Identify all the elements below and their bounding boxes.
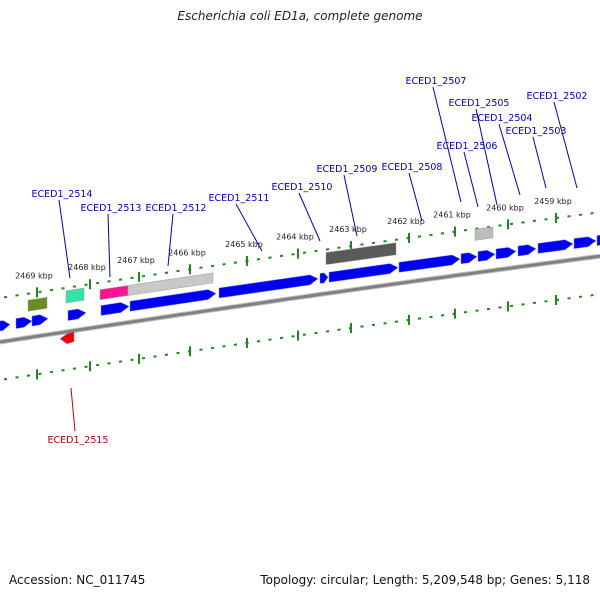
topology-label: Topology: circular; Length: 5,209,548 bp… <box>260 573 590 587</box>
gene-label-line <box>70 387 76 432</box>
gene-arrow-forward <box>100 302 130 316</box>
gene-arrow-forward <box>15 317 33 329</box>
gene-label-line <box>498 123 521 196</box>
gene-label-line <box>298 192 321 242</box>
scale-tick-label: 2469 kbp <box>15 271 53 280</box>
accession-label: Accession: NC_011745 <box>9 573 146 587</box>
gene-label: ECED1_2504 <box>472 113 533 124</box>
gene-arrow-forward <box>129 289 217 312</box>
gene-arrow-forward <box>328 263 399 283</box>
scale-tick-label: 2462 kbp <box>387 217 425 226</box>
feature-olive <box>27 297 48 312</box>
gene-label: ECED1_2513 <box>81 203 142 214</box>
feature-grey-light <box>127 272 214 296</box>
gene-arrow-forward <box>31 314 49 327</box>
genome-backbone <box>0 253 600 345</box>
gene-label: ECED1_2515 <box>48 435 109 446</box>
scale-tick-label: 2459 kbp <box>534 197 572 206</box>
gene-label: ECED1_2509 <box>317 164 378 175</box>
gene-arrow-reverse <box>59 331 75 345</box>
gene-track <box>0 234 600 345</box>
gene-arrow-forward <box>0 320 11 332</box>
gene-label: ECED1_2507 <box>406 76 467 87</box>
backbone-line <box>0 254 600 344</box>
scale-ticks-lower <box>3 294 594 381</box>
gene-label-line <box>58 199 71 279</box>
gene-arrow-forward <box>495 247 517 260</box>
gene-label: ECED1_2505 <box>449 98 510 109</box>
gene-labels: ECED1_2514 ECED1_2513 ECED1_2512ECED1_2511… <box>32 76 588 446</box>
gene-label-line <box>432 86 462 203</box>
scale-ticks-upper <box>3 212 594 299</box>
feature-magenta <box>99 285 129 300</box>
scale-tick-label: 2466 kbp <box>168 248 206 257</box>
gene-label: ECED1_2506 <box>437 141 498 152</box>
feature-grey-small <box>474 226 494 241</box>
gene-arrow-forward <box>477 250 496 262</box>
scale-tick-label: 2461 kbp <box>433 211 471 220</box>
gene-label: ECED1_2502 <box>527 91 588 102</box>
gene-arrow-forward <box>319 272 329 284</box>
gene-arrow-forward <box>67 308 87 321</box>
gene-label-line <box>475 108 498 206</box>
genome-title: Escherichia coli ED1a, complete genome <box>177 9 423 23</box>
gene-arrow-forward <box>537 239 574 254</box>
scale-tick-label: 2464 kbp <box>276 233 314 242</box>
gene-arrow-forward <box>218 274 319 299</box>
gene-label-line <box>235 203 263 252</box>
gene-label: ECED1_2511 <box>209 193 270 204</box>
feature-track <box>27 226 494 312</box>
gene-label: ECED1_2508 <box>382 162 443 173</box>
gene-arrow-forward <box>460 252 478 265</box>
gene-label-lines <box>58 86 578 432</box>
gene-label-line <box>343 174 358 237</box>
gene-arrow-forward <box>573 236 597 249</box>
gene-label: ECED1_2512 <box>146 203 207 214</box>
scale-tick-labels: 2469 kbp 2468 kbp 2467 kbp 2466 kbp 2465 kbp… <box>15 197 572 280</box>
scale-tick-label: 2468 kbp <box>68 263 106 272</box>
gene-arrow-forward <box>517 244 537 257</box>
gene-label-line <box>532 136 547 189</box>
scale-tick-label: 2467 kbp <box>117 256 155 265</box>
gene-label: ECED1_2510 <box>272 182 333 193</box>
gene-label-line <box>167 213 174 267</box>
scale-tick-label: 2460 kbp <box>486 203 524 212</box>
scale-tick-label: 2463 kbp <box>329 225 367 234</box>
gene-arrow-forward <box>398 254 461 273</box>
gene-label: ECED1_2514 <box>32 189 93 200</box>
gene-label-line <box>463 151 479 208</box>
gene-label: ECED1_2503 <box>506 126 567 137</box>
scale-tick-label: 2465 kbp <box>225 240 263 249</box>
feature-green <box>65 287 85 304</box>
gene-label-line <box>408 172 423 222</box>
gene-label-line <box>107 213 111 278</box>
feature-grey-dark <box>325 242 397 265</box>
gene-arrow-forward <box>596 234 600 246</box>
gene-label-line <box>553 101 578 189</box>
